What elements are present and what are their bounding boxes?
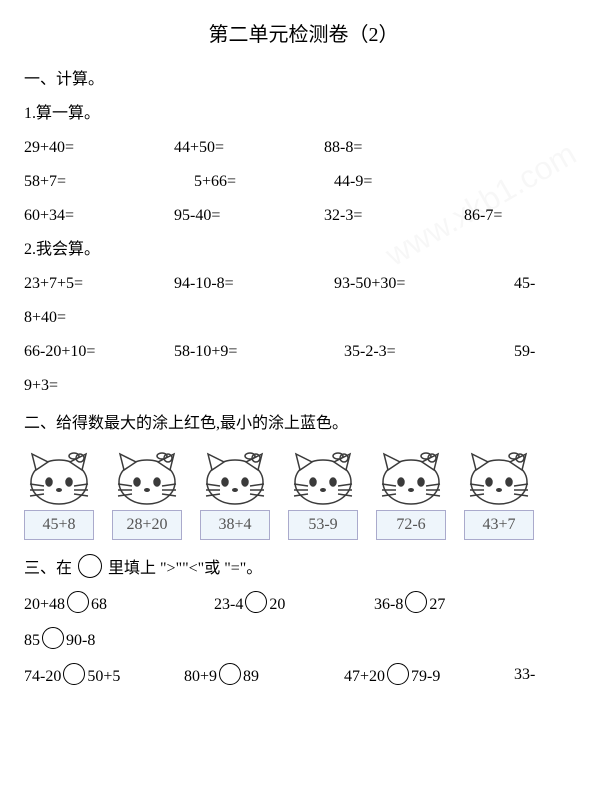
expr-box: 38+4 (200, 510, 270, 540)
expr: 36-8 (374, 596, 403, 613)
expr: 45- (514, 272, 535, 296)
text: 里填上 ">""<"或 "="。 (108, 560, 262, 577)
compare-item: 23-4 20 (214, 591, 374, 617)
expr: 85 (24, 632, 40, 649)
expr: 79-9 (411, 668, 440, 685)
expr: 93-50+30= (334, 272, 514, 296)
expr: 50+5 (87, 668, 120, 685)
compare-row-1: 20+48 68 23-4 20 36-8 27 (24, 591, 583, 617)
circle-icon (387, 663, 409, 685)
expr: 94-10-8= (174, 272, 334, 296)
circle-icon (78, 554, 102, 578)
expr: 47+20 (344, 668, 385, 685)
expr-box: 43+7 (464, 510, 534, 540)
compare-item: 20+48 68 (24, 591, 214, 617)
expr: 86-7= (464, 204, 502, 228)
expr-box: 45+8 (24, 510, 94, 540)
expr: 27 (429, 596, 445, 613)
expr: 90-8 (66, 632, 95, 649)
circle-icon (63, 663, 85, 685)
expr: 29+40= (24, 136, 174, 160)
circle-icon (219, 663, 241, 685)
expr-row: 45+8 28+20 38+4 53-9 72-6 43+7 (24, 510, 583, 540)
cat-icon (288, 446, 358, 506)
circle-icon (405, 591, 427, 613)
compare-row-3: 74-20 50+5 80+9 89 47+20 79-9 33- (24, 663, 583, 689)
compare-item: 74-20 50+5 (24, 663, 184, 689)
text: 三、在 (24, 560, 72, 577)
section-1-sub1: 1.算一算。 (24, 102, 583, 126)
expr: 58+7= (24, 170, 194, 194)
compare-item: 47+20 79-9 (344, 663, 514, 689)
section-1-sub2: 2.我会算。 (24, 238, 583, 262)
calc-row-5: 8+40= (24, 306, 583, 330)
expr: 33- (514, 663, 535, 689)
compare-row-2: 85 90-8 (24, 627, 583, 653)
calc-row-2: 58+7= 5+66= 44-9= (24, 170, 583, 194)
circle-icon (67, 591, 89, 613)
expr: 89 (243, 668, 259, 685)
section-3-head: 三、在 里填上 ">""<"或 "="。 (24, 554, 583, 581)
expr: 8+40= (24, 306, 66, 330)
page-title: 第二单元检测卷（2） (24, 20, 583, 50)
compare-item: 80+9 89 (184, 663, 344, 689)
expr: 80+9 (184, 668, 217, 685)
calc-row-6: 66-20+10= 58-10+9= 35-2-3= 59- (24, 340, 583, 364)
expr: 23-4 (214, 596, 243, 613)
expr: 44+50= (174, 136, 324, 160)
expr: 68 (91, 596, 107, 613)
calc-row-1: 29+40= 44+50= 88-8= (24, 136, 583, 160)
expr: 60+34= (24, 204, 174, 228)
cat-icon (112, 446, 182, 506)
expr-box: 53-9 (288, 510, 358, 540)
expr: 20 (269, 596, 285, 613)
circle-icon (42, 627, 64, 649)
expr: 9+3= (24, 374, 58, 398)
expr-box: 72-6 (376, 510, 446, 540)
expr: 95-40= (174, 204, 324, 228)
expr: 58-10+9= (174, 340, 344, 364)
expr: 88-8= (324, 136, 362, 160)
cat-icon (464, 446, 534, 506)
expr: 66-20+10= (24, 340, 174, 364)
calc-row-3: 60+34= 95-40= 32-3= 86-7= (24, 204, 583, 228)
cat-icon (24, 446, 94, 506)
expr: 59- (514, 340, 535, 364)
expr: 35-2-3= (344, 340, 514, 364)
calc-row-7: 9+3= (24, 374, 583, 398)
expr: 23+7+5= (24, 272, 174, 296)
cat-icon (200, 446, 270, 506)
expr: 5+66= (194, 170, 334, 194)
compare-item: 36-8 27 (374, 591, 445, 617)
section-1-head: 一、计算。 (24, 68, 583, 92)
circle-icon (245, 591, 267, 613)
cat-row (24, 446, 583, 506)
expr: 44-9= (334, 170, 372, 194)
expr: 32-3= (324, 204, 464, 228)
expr: 74-20 (24, 668, 61, 685)
calc-row-4: 23+7+5= 94-10-8= 93-50+30= 45- (24, 272, 583, 296)
expr: 20+48 (24, 596, 65, 613)
compare-item: 85 90-8 (24, 627, 95, 653)
section-2-head: 二、给得数最大的涂上红色,最小的涂上蓝色。 (24, 412, 583, 436)
expr-box: 28+20 (112, 510, 182, 540)
cat-icon (376, 446, 446, 506)
